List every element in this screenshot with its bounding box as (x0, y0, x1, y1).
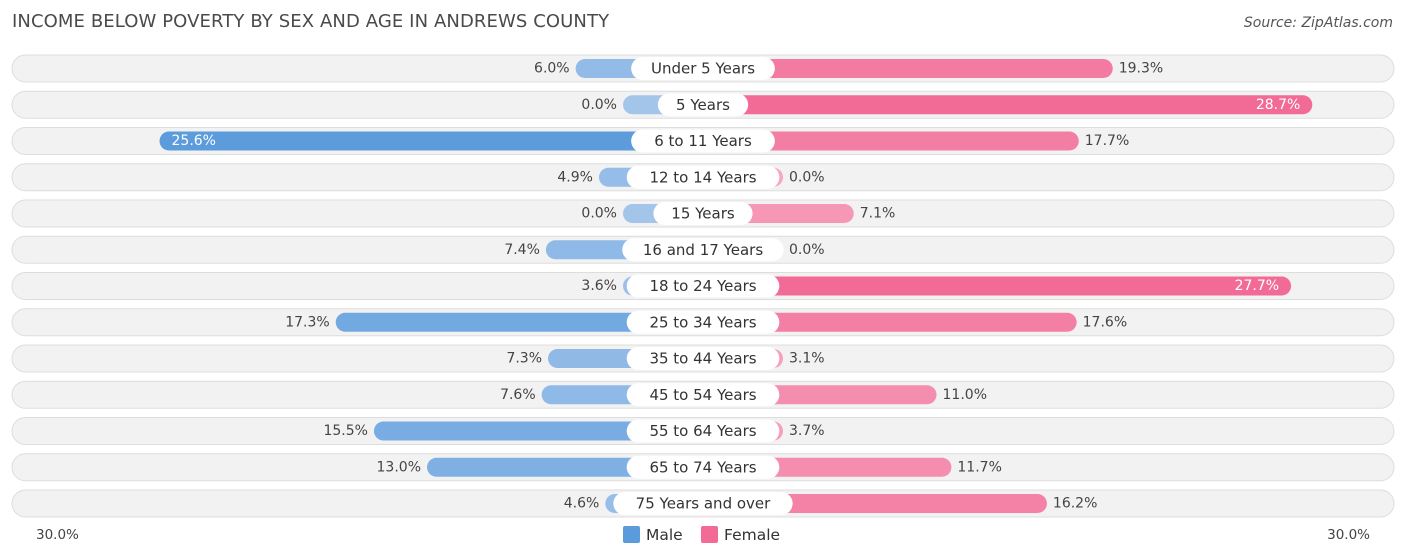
x-axis-left-label: 30.0% (36, 527, 79, 543)
legend-male-swatch (623, 526, 640, 543)
female-bar (703, 95, 1313, 115)
male-value-label: 25.6% (172, 133, 216, 149)
male-value-label: 7.4% (504, 242, 540, 258)
female-value-label: 27.7% (1235, 278, 1279, 294)
category-label: 65 to 74 Years (649, 458, 756, 476)
male-bar (159, 131, 704, 151)
category-pill (626, 310, 780, 334)
female-bar (703, 59, 1113, 78)
female-value-label: 28.7% (1256, 97, 1300, 113)
female-value-label: 19.3% (1119, 61, 1163, 77)
category-pill (626, 383, 780, 407)
female-value-label: 7.1% (860, 206, 896, 222)
male-value-label: 7.3% (506, 351, 542, 367)
category-label: 12 to 14 Years (649, 168, 756, 186)
category-label: 15 Years (671, 205, 735, 223)
category-label: 6 to 11 Years (654, 132, 752, 150)
male-value-label: 6.0% (534, 61, 570, 77)
category-label: 5 Years (676, 96, 730, 114)
source-note: Source: ZipAtlas.com (1243, 15, 1393, 31)
male-value-label: 17.3% (285, 314, 329, 330)
female-bar (703, 276, 1292, 296)
female-value-label: 0.0% (789, 242, 825, 258)
female-value-label: 11.0% (943, 387, 987, 403)
category-label: 45 to 54 Years (649, 386, 756, 404)
category-pill (626, 274, 780, 298)
legend-male-label: Male (646, 526, 683, 544)
category-pill (626, 165, 780, 189)
male-value-label: 4.6% (564, 496, 600, 512)
male-value-label: 3.6% (581, 278, 617, 294)
x-axis-right-label: 30.0% (1327, 527, 1370, 543)
female-value-label: 11.7% (957, 459, 1001, 475)
legend-female-label: Female (724, 526, 780, 544)
male-value-label: 0.0% (581, 97, 617, 113)
category-label: Under 5 Years (651, 60, 755, 78)
female-value-label: 0.0% (789, 169, 825, 185)
category-label: 16 and 17 Years (643, 241, 763, 259)
category-pill (657, 93, 749, 117)
male-value-label: 0.0% (581, 206, 617, 222)
category-pill (631, 57, 775, 80)
male-bar (373, 421, 703, 441)
male-bar (335, 312, 703, 332)
category-label: 35 to 44 Years (649, 350, 756, 368)
female-bar (703, 312, 1077, 332)
male-value-label: 15.5% (323, 423, 367, 439)
female-value-label: 3.7% (789, 423, 825, 439)
female-value-label: 16.2% (1053, 496, 1097, 512)
category-pill (622, 238, 784, 262)
legend-female-swatch (701, 526, 718, 543)
female-value-label: 17.6% (1083, 314, 1127, 330)
category-pill (653, 202, 753, 225)
category-label: 18 to 24 Years (649, 277, 756, 295)
category-pill (626, 455, 780, 479)
category-pill (613, 492, 793, 515)
category-label: 25 to 34 Years (649, 313, 756, 331)
category-label: 55 to 64 Years (649, 422, 756, 440)
female-value-label: 17.7% (1085, 133, 1129, 149)
female-bar (703, 131, 1079, 151)
category-pill (631, 129, 775, 153)
male-value-label: 13.0% (377, 459, 421, 475)
male-value-label: 4.9% (557, 169, 593, 185)
category-label: 75 Years and over (636, 495, 771, 513)
category-pill (626, 347, 780, 370)
male-value-label: 7.6% (500, 387, 536, 403)
female-value-label: 3.1% (789, 351, 825, 367)
chart-title: INCOME BELOW POVERTY BY SEX AND AGE IN A… (12, 11, 610, 32)
category-pill (626, 419, 780, 443)
